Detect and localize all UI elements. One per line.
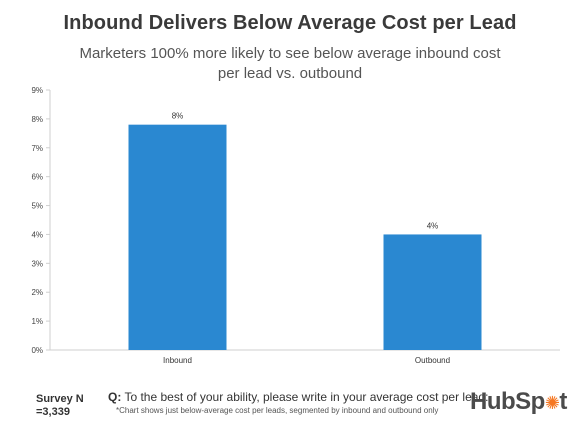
- y-tick-label: 0%: [31, 346, 43, 355]
- y-tick-label: 5%: [31, 202, 43, 211]
- chart-footnote: *Chart shows just below-average cost per…: [116, 406, 439, 415]
- y-tick-label: 6%: [31, 173, 43, 182]
- sprocket-icon: ✺: [544, 393, 560, 413]
- bar-outbound: [383, 234, 482, 350]
- data-label: 8%: [172, 112, 184, 121]
- question-prefix: Q:: [108, 390, 122, 404]
- question-text: To the best of your ability, please writ…: [124, 390, 489, 404]
- hubspot-logo: HubSp✺t: [470, 388, 567, 416]
- y-tick-label: 2%: [31, 288, 43, 297]
- chart-subtitle: Marketers 100% more likely to see below …: [79, 45, 501, 82]
- y-tick-label: 1%: [31, 317, 43, 326]
- y-tick-label: 8%: [31, 115, 43, 124]
- y-tick-label: 7%: [31, 144, 43, 153]
- data-label: 4%: [427, 221, 439, 230]
- bar-inbound: [128, 124, 227, 351]
- y-tick-label: 9%: [31, 86, 43, 95]
- logo-text-a: HubSp: [470, 388, 545, 415]
- x-tick-label: Outbound: [415, 356, 450, 365]
- survey-size-label: Survey N: [36, 393, 84, 405]
- survey-size: Survey N =3,339: [36, 393, 84, 419]
- chart-title: Inbound Delivers Below Average Cost per …: [63, 12, 517, 34]
- y-tick-label: 3%: [31, 259, 43, 268]
- y-tick-label: 4%: [31, 230, 43, 239]
- survey-question: Q: To the best of your ability, please w…: [108, 390, 488, 404]
- logo-text-b: t: [559, 388, 567, 415]
- survey-size-value: =3,339: [36, 406, 70, 418]
- x-tick-label: Inbound: [163, 356, 192, 365]
